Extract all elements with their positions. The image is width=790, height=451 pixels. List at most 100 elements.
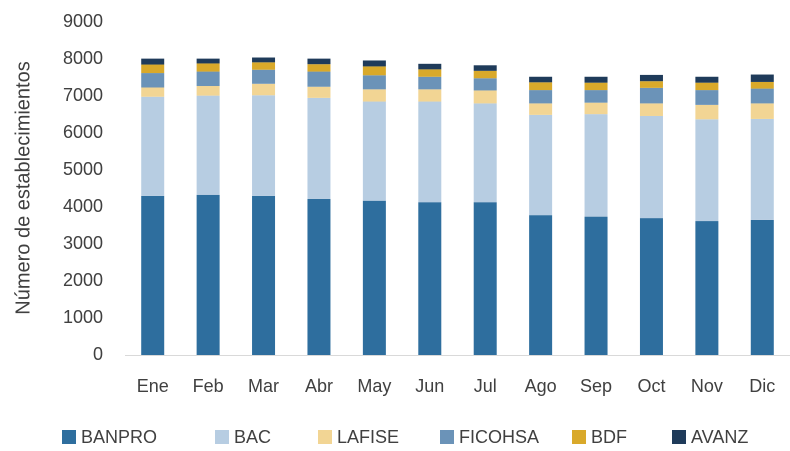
bar-segment [584,82,608,91]
bar-segment [529,215,553,355]
x-tick-label: Feb [193,376,224,396]
x-tick-label: Nov [691,376,723,396]
bar-segment [750,118,774,220]
bar-segment [362,75,386,90]
x-tick-label: Ago [525,376,557,396]
legend-swatch [215,430,229,444]
bar-segment [252,62,276,70]
x-tick-label: Jun [415,376,444,396]
legend-label: BDF [591,427,627,447]
bar-segment [473,103,497,203]
bar-segment [307,58,331,65]
bar-segment [529,90,553,104]
x-tick-label: Jul [474,376,497,396]
bar-segment [362,60,386,67]
legend-label: BAC [234,427,271,447]
bar-segment [307,86,331,98]
bar-segment [252,69,276,84]
bar-segment [141,195,165,355]
legend-label: AVANZ [691,427,748,447]
bar-segment [307,64,331,72]
bar-segment [362,89,386,102]
bar-segment [695,104,719,120]
legend-swatch [62,430,76,444]
bar-segment [529,103,553,115]
bar-segment [196,86,220,96]
bar-segment [141,96,165,196]
bar-segment [750,74,774,82]
bar-segment [639,87,663,104]
bar-segment [418,202,442,355]
bar-segment [362,200,386,355]
x-tick-label: May [357,376,391,396]
bar-segment [141,64,165,74]
bar-segment [639,74,663,82]
bar-segment [584,76,608,83]
bar-segment [418,76,442,90]
y-tick-label: 0 [93,344,103,364]
bar-segment [584,102,608,115]
legend-swatch [440,430,454,444]
bar-segment [639,115,663,219]
x-tick-label: Oct [637,376,665,396]
bar-segment [473,90,497,104]
bar-segment [196,58,220,64]
bar-segment [750,81,774,89]
bar-segment [418,101,442,203]
bar-segment [473,202,497,355]
y-tick-label: 2000 [63,270,103,290]
bar-segment [529,114,553,216]
y-tick-label: 9000 [63,11,103,31]
legend-label: BANPRO [81,427,157,447]
x-tick-label: Abr [305,376,333,396]
x-tick-label: Mar [248,376,279,396]
bar-segment [196,194,220,355]
bar-segment [252,195,276,355]
y-tick-label: 5000 [63,159,103,179]
legend-swatch [672,430,686,444]
y-axis-label: Número de establecimientos [12,61,34,314]
bar-segment [196,71,220,87]
bar-segment [529,76,553,83]
y-tick-label: 6000 [63,122,103,142]
y-tick-label: 3000 [63,233,103,253]
bar-segment [639,218,663,355]
bar-segment [584,216,608,355]
bar-segment [307,198,331,355]
bar-segment [750,88,774,104]
legend-swatch [572,430,586,444]
bar-segment [141,87,165,97]
y-tick-label: 7000 [63,85,103,105]
bar-segment [307,71,331,87]
bar-segment [750,219,774,355]
bar-segment [473,78,497,91]
bar-segment [418,89,442,102]
bar-segment [584,114,608,217]
y-tick-label: 1000 [63,307,103,327]
bar-segment [252,83,276,96]
legend-label: LAFISE [337,427,399,447]
bar-segment [418,69,442,77]
x-tick-label: Ene [137,376,169,396]
legend-swatch [318,430,332,444]
bar-segment [639,103,663,116]
bar-segment [362,66,386,76]
bar-segment [418,63,442,70]
y-tick-label: 4000 [63,196,103,216]
bar-segment [362,101,386,201]
bar-segment [252,95,276,196]
y-tick-label: 8000 [63,48,103,68]
bar-segment [473,70,497,79]
x-tick-label: Sep [580,376,612,396]
bar-segment [695,221,719,355]
bar-segment [750,103,774,119]
legend-label: FICOHSA [459,427,539,447]
x-tick-label: Dic [749,376,775,396]
bar-segment [196,63,220,72]
bar-segment [584,90,608,103]
bar-segment [141,73,165,88]
bar-segment [473,65,497,71]
bar-segment [252,57,276,63]
bar-segment [695,76,719,83]
bar-segment [695,82,719,91]
